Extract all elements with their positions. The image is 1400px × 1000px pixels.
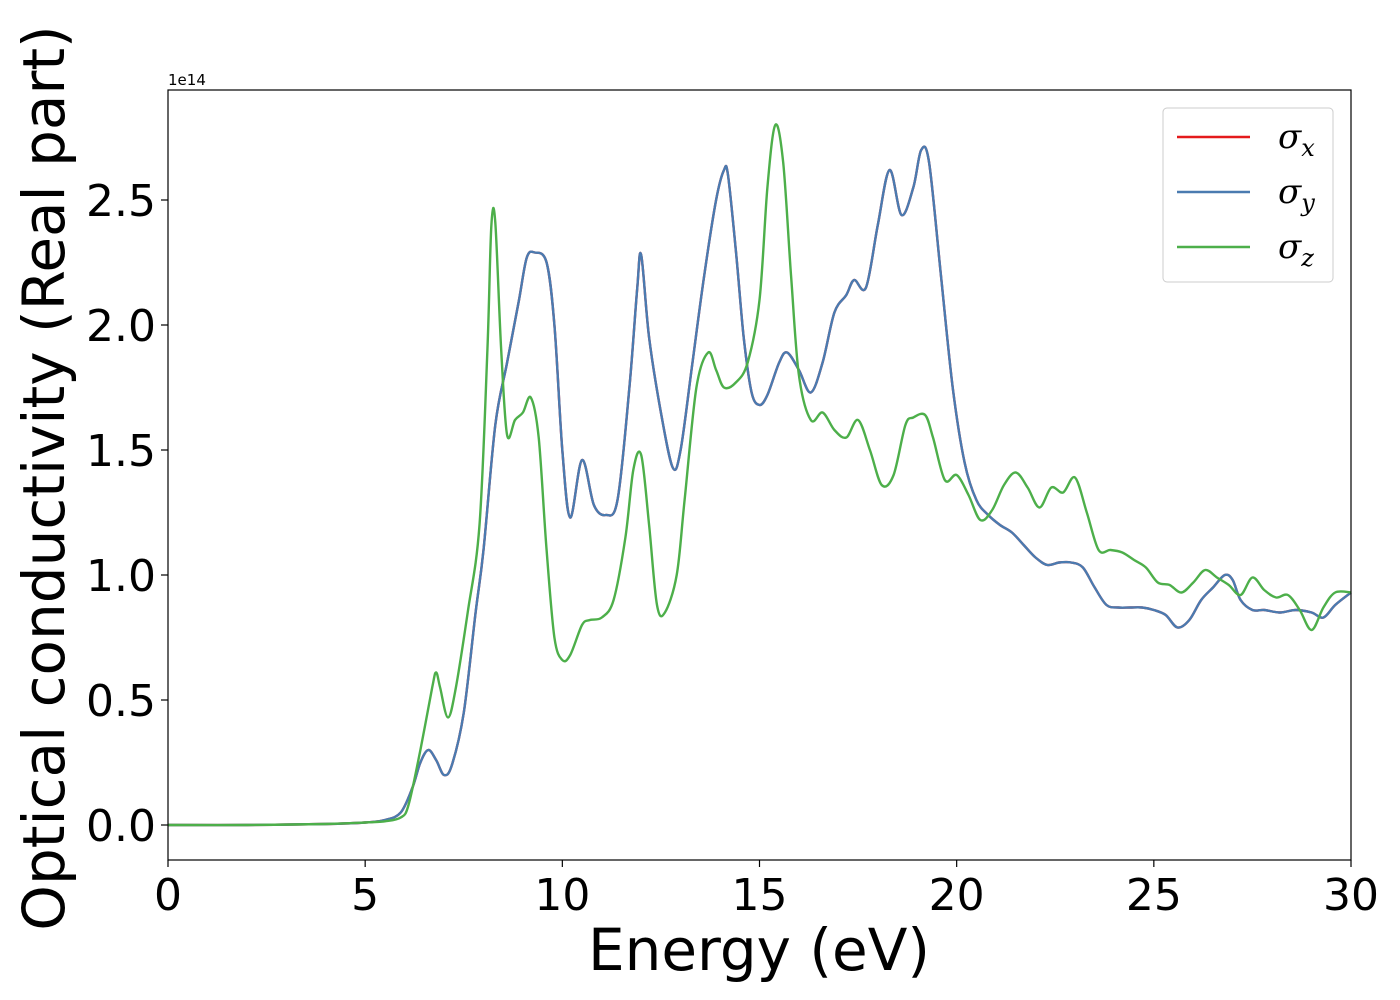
- y-tick-label: 0.0: [86, 801, 156, 852]
- y-tick-label: 2.0: [86, 301, 156, 352]
- y-tick-label: 2.5: [86, 176, 156, 227]
- y-tick-label: 0.5: [86, 676, 156, 727]
- x-tick-label: 15: [732, 870, 788, 921]
- legend-subscript: z: [1300, 244, 1314, 272]
- x-axis-ticks: 0 5 10 15 20 25 30: [154, 860, 1379, 921]
- x-tick-label: 30: [1323, 870, 1379, 921]
- legend-label-x: σx: [1278, 117, 1315, 162]
- y-offset-text: 1e14: [168, 71, 206, 89]
- x-tick-label: 5: [351, 870, 379, 921]
- x-tick-label: 25: [1126, 870, 1182, 921]
- legend-subscript: y: [1300, 189, 1315, 217]
- legend-symbol: σ: [1278, 172, 1302, 212]
- y-axis-title: Optical conductivity (Real part): [10, 25, 78, 930]
- x-tick-label: 10: [534, 870, 590, 921]
- legend-label-z: σz: [1278, 227, 1314, 272]
- series-line-y: [167, 145, 1352, 827]
- y-axis-ticks: 0.0 0.5 1.0 1.5 2.0 2.5: [86, 176, 168, 852]
- legend-subscript: x: [1301, 134, 1315, 162]
- x-axis-title: Energy (eV): [588, 916, 930, 984]
- plot-lines: [167, 123, 1352, 827]
- legend-symbol: σ: [1278, 227, 1302, 267]
- legend-symbol: σ: [1278, 117, 1302, 157]
- x-tick-label: 0: [154, 870, 182, 921]
- series-line-z: [167, 123, 1352, 827]
- legend-box: [1162, 107, 1334, 283]
- legend-label-y: σy: [1278, 172, 1315, 217]
- y-tick-label: 1.0: [86, 551, 156, 602]
- x-tick-label: 20: [929, 870, 985, 921]
- y-tick-label: 1.5: [86, 426, 156, 477]
